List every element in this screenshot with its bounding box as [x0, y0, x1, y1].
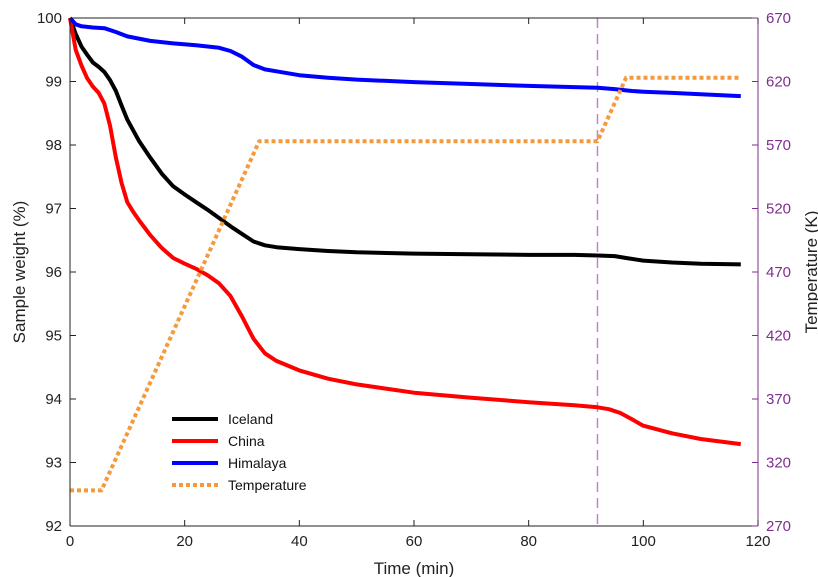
y2-tick-label: 520 — [766, 201, 791, 218]
y2-tick-label: 670 — [766, 10, 791, 27]
x-tick-label: 0 — [66, 533, 74, 550]
legend-label-iceland: Iceland — [228, 411, 273, 427]
x-tick-label: 20 — [176, 533, 193, 550]
series-layer — [68, 16, 742, 493]
legend: Iceland China Himalaya Temperature — [172, 411, 307, 493]
series-line-temperature — [70, 75, 741, 493]
legend-label-himalaya: Himalaya — [228, 455, 287, 471]
x-tick-label: 100 — [631, 533, 656, 550]
series-line-himalaya — [68, 16, 741, 99]
y-tick-label: 100 — [37, 10, 62, 27]
y2-tick-label: 420 — [766, 328, 791, 345]
y2-tick-label: 620 — [766, 74, 791, 91]
y-tick-label: 93 — [45, 455, 62, 472]
x-tick-label: 40 — [291, 533, 308, 550]
y-tick-label: 94 — [45, 391, 62, 408]
y-axis-title: Sample weight (%) — [10, 201, 29, 344]
y-tick-label: 92 — [45, 518, 62, 535]
legend-label-temperature: Temperature — [228, 477, 307, 493]
y2-tick-label: 470 — [766, 264, 791, 281]
plot-background — [70, 18, 758, 526]
y-tick-label: 99 — [45, 74, 62, 91]
y2-tick-label: 570 — [766, 137, 791, 154]
y-tick-label: 98 — [45, 137, 62, 154]
y2-tick-label: 370 — [766, 391, 791, 408]
series-line-china — [68, 17, 742, 447]
x-tick-label: 60 — [406, 533, 423, 550]
y-tick-label: 95 — [45, 328, 62, 345]
x-tick-label: 80 — [520, 533, 537, 550]
ticks-layer: 0 20 40 60 80 100 120 92 93 94 95 96 97 98 99 100 270 320… — [37, 10, 791, 550]
y2-tick-label: 320 — [766, 455, 791, 472]
legend-label-china: China — [228, 433, 265, 449]
x-axis-title: Time (min) — [374, 559, 455, 577]
x-tick-label: 120 — [745, 533, 770, 550]
y2-tick-label: 270 — [766, 518, 791, 535]
y-tick-label: 97 — [45, 201, 62, 218]
y2-axis-title: Temperature (K) — [802, 211, 818, 334]
series-line-iceland — [68, 17, 741, 267]
y-tick-label: 96 — [45, 264, 62, 281]
